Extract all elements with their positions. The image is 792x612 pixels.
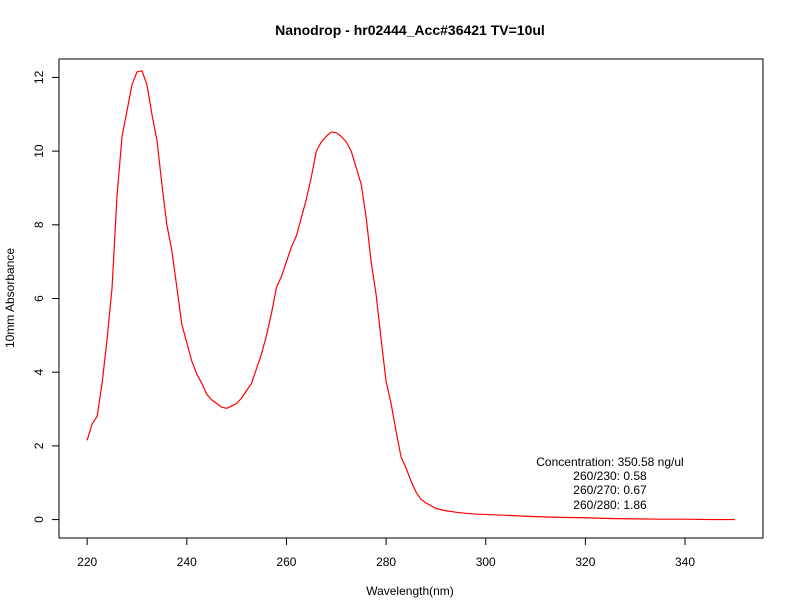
ratio-260-270-annotation: 260/270: 0.67 bbox=[573, 483, 647, 497]
x-tick-label: 260 bbox=[276, 555, 296, 569]
x-axis-label: Wavelength(nm) bbox=[366, 584, 454, 598]
y-tick-label: 0 bbox=[32, 516, 46, 523]
x-axis: 220 240 260 280 300 320 340 bbox=[77, 538, 695, 569]
x-tick-label: 240 bbox=[177, 555, 197, 569]
x-tick-label: 280 bbox=[376, 555, 396, 569]
y-tick-label: 4 bbox=[32, 369, 46, 376]
ratio-260-280-annotation: 260/280: 1.86 bbox=[573, 498, 647, 512]
chart-title: Nanodrop - hr02444_Acc#36421 TV=10ul bbox=[275, 22, 545, 38]
y-tick-label: 10 bbox=[32, 144, 46, 158]
y-axis: 0 2 4 6 8 10 12 bbox=[32, 70, 59, 523]
concentration-annotation: Concentration: 350.58 ng/ul bbox=[536, 455, 683, 469]
series-layer bbox=[86, 70, 735, 521]
x-tick-label: 300 bbox=[476, 555, 496, 569]
y-tick-label: 2 bbox=[32, 442, 46, 449]
annotation-block: Concentration: 350.58 ng/ul 260/230: 0.5… bbox=[536, 455, 683, 512]
y-tick-label: 8 bbox=[32, 221, 46, 228]
y-tick-label: 12 bbox=[32, 70, 46, 84]
x-tick-label: 320 bbox=[575, 555, 595, 569]
x-tick-label: 220 bbox=[77, 555, 97, 569]
y-axis-label: 10mm Absorbance bbox=[3, 248, 17, 348]
x-tick-label: 340 bbox=[675, 555, 695, 569]
ratio-260-230-annotation: 260/230: 0.58 bbox=[573, 469, 647, 483]
absorbance-series-line bbox=[86, 70, 735, 521]
y-tick-label: 6 bbox=[32, 295, 46, 302]
